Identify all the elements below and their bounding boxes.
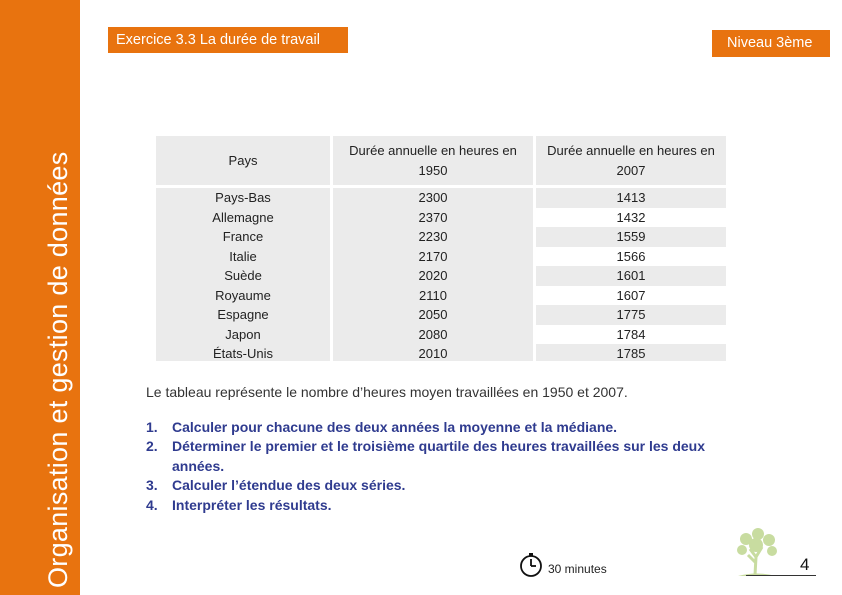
table-cell: 2080 [418,326,448,342]
table-cell: 1607 [616,287,646,303]
table-cell: Espagne [217,307,269,322]
table-cell: Pays-Bas [215,190,271,205]
table-cell: Royaume [215,287,271,303]
level-badge: Niveau 3ème [712,30,830,57]
exercise-title-badge: Exercice 3.3 La durée de travail [108,27,348,53]
column-country: Pays-Bas Allemagne France Italie Suède R… [156,188,330,361]
question-item: 2. Déterminer le premier et le troisième… [146,437,711,476]
table-cell: 2020 [418,268,448,283]
sidebar-title: Organisation et gestion de données [43,151,73,588]
table-cell: États-Unis [213,346,273,361]
table-cell: Japon [225,326,261,342]
question-text: Calculer l’étendue des deux séries. [172,477,406,494]
table-cell: 2300 [418,190,448,205]
table-cell: 1559 [616,229,646,244]
question-number: 4. [146,496,158,513]
table-description: Le tableau représente le nombre d’heures… [146,384,628,400]
table-cell: 2010 [418,346,448,361]
tree-icon [737,528,777,576]
table-cell: 2110 [419,287,447,303]
question-item: 3. Calculer l’étendue des deux séries. [146,476,726,495]
table-cell: 1784 [616,326,646,342]
question-list: 1. Calculer pour chacune des deux années… [146,418,726,515]
table-header-1950: Durée annuelle en heures en 1950 [333,136,533,185]
question-number: 1. [146,419,158,435]
table-cell: France [222,229,264,244]
table-cell: 2050 [418,307,448,322]
question-text: Déterminer le premier et le troisième qu… [172,438,706,474]
column-1950: 2300 2370 2230 2170 2020 2110 2050 2080 … [333,188,533,361]
sidebar: Organisation et gestion de données [0,0,80,595]
header-label: Pays [228,152,258,168]
table-cell: 1775 [616,307,646,322]
header-label: Durée annuelle en heures en 2007 [547,142,715,178]
table-cell: 1566 [616,248,646,264]
timer: 30 minutes [518,552,607,578]
footer-divider [746,575,816,576]
header-label: Durée annuelle en heures en 1950 [349,142,517,178]
table-cell: 2170 [418,248,448,264]
table-cell: Suède [224,268,262,283]
table-header-country: Pays [156,136,330,185]
table-header-2007: Durée annuelle en heures en 2007 [536,136,726,185]
question-text: Interpréter les résultats. [172,496,332,513]
table-cell: 2370 [418,209,448,225]
table-cell: Allemagne [212,209,274,225]
table-cell: 1785 [616,346,646,361]
page-number: 4 [800,555,810,574]
table-cell: 1432 [616,209,646,225]
table-cell: 2230 [418,229,448,244]
question-text: Calculer pour chacune des deux années la… [172,419,618,435]
data-table: Pays Durée annuelle en heures en 1950 Du… [156,136,726,361]
table-cell: 1413 [616,190,646,205]
column-2007: 1413 1432 1559 1566 1601 1607 1775 1784 … [536,188,726,361]
question-item: 4. Interpréter les résultats. [146,496,726,515]
table-cell: Italie [229,248,257,264]
clock-icon [520,553,542,577]
question-number: 2. [146,438,158,455]
question-item: 1. Calculer pour chacune des deux années… [146,418,726,437]
question-number: 3. [146,477,158,494]
timer-label: 30 minutes [548,562,607,576]
table-cell: 1601 [616,268,646,283]
